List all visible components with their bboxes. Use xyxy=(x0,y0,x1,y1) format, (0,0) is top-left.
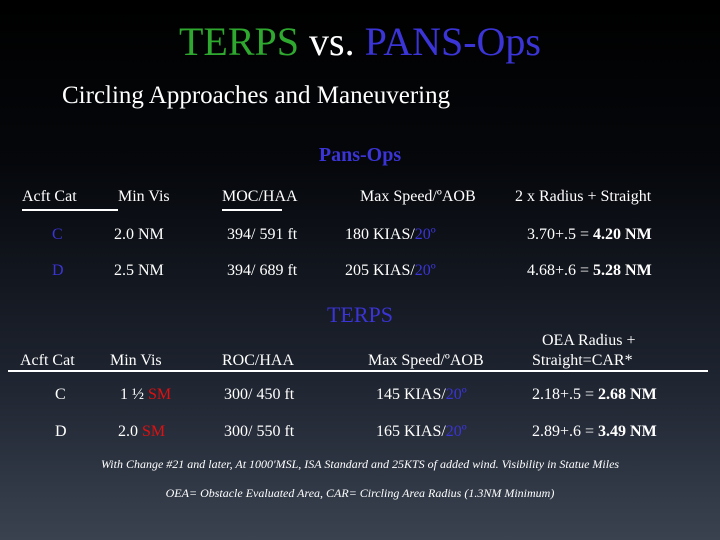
title-terps: TERPS xyxy=(179,19,300,64)
terps-header-radius-line1: OEA Radius + xyxy=(542,332,636,349)
vis-unit: SM xyxy=(148,386,172,403)
terps-header-radius-line2: Straight=CAR* xyxy=(532,352,633,369)
terps-header-underline xyxy=(8,370,708,372)
footnote-definitions: OEA= Obstacle Evaluated Area, CAR= Circl… xyxy=(165,486,555,500)
aob-value: 20º xyxy=(414,226,436,243)
aob-value: 20º xyxy=(445,423,467,440)
terps-header-cat: Acft Cat xyxy=(20,352,75,369)
pans-header-moc: MOC/HAA xyxy=(222,188,298,205)
terps-row-d-vis: 2.0 SM xyxy=(118,423,165,441)
pans-row-d-vis: 2.5 NM xyxy=(114,262,164,279)
pans-header-underline xyxy=(222,209,282,211)
speed-value: 145 KIAS/ xyxy=(376,386,446,403)
pans-row-c-vis: 2.0 NM xyxy=(114,226,164,243)
pans-row-c-moc: 394/ 591 ft xyxy=(227,226,298,243)
pans-header-radius: 2 x Radius + Straight xyxy=(515,188,652,205)
speed-value: 205 KIAS/ xyxy=(345,262,415,279)
pans-row-d-radius: 4.68+.6 = 5.28 NM xyxy=(527,262,652,280)
radius-formula: 2.18+.5 = xyxy=(532,386,599,403)
radius-formula: 4.68+.6 = xyxy=(527,262,594,279)
speed-value: 180 KIAS/ xyxy=(345,226,415,243)
pans-row-c-speed: 180 KIAS/20º xyxy=(345,226,436,244)
radius-formula: 2.89+.6 = xyxy=(532,423,599,440)
aob-value: 20º xyxy=(445,386,467,403)
terps-header-vis: Min Vis xyxy=(110,352,162,369)
pans-header-vis: Min Vis xyxy=(118,188,170,205)
terps-row-c-radius: 2.18+.5 = 2.68 NM xyxy=(532,386,657,404)
radius-total: 2.68 NM xyxy=(598,386,657,403)
radius-formula: 3.70+.5 = xyxy=(527,226,594,243)
pans-header-underline xyxy=(22,209,118,211)
terps-row-d-speed: 165 KIAS/20º xyxy=(376,423,467,441)
pans-row-d-moc: 394/ 689 ft xyxy=(227,262,298,279)
vis-unit: SM xyxy=(142,423,166,440)
pans-row-d-cat: D xyxy=(52,262,64,279)
pans-header-cat: Acft Cat xyxy=(22,188,77,205)
terps-row-c-cat: C xyxy=(55,386,66,403)
vis-value: 2.0 xyxy=(118,423,142,440)
aob-value: 20º xyxy=(414,262,436,279)
footnote-conditions: With Change #21 and later, At 1000'MSL, … xyxy=(100,457,620,471)
title-vs: vs. xyxy=(299,19,365,64)
pans-row-c-radius: 3.70+.5 = 4.20 NM xyxy=(527,226,652,244)
vis-value: 1 ½ xyxy=(120,386,148,403)
radius-total: 4.20 NM xyxy=(593,226,652,243)
slide-title: TERPS vs. PANS-Ops xyxy=(0,18,720,65)
pans-ops-heading: Pans-Ops xyxy=(318,144,402,166)
terps-heading: TERPS xyxy=(326,302,394,327)
pans-header-speed: Max Speed/ºAOB xyxy=(360,188,476,205)
terps-header-speed: Max Speed/ºAOB xyxy=(368,352,484,369)
pans-row-c-cat: C xyxy=(52,226,63,243)
radius-total: 3.49 NM xyxy=(598,423,657,440)
terps-row-c-speed: 145 KIAS/20º xyxy=(376,386,467,404)
terps-row-c-vis: 1 ½ SM xyxy=(120,386,171,404)
slide-subtitle: Circling Approaches and Maneuvering xyxy=(62,82,451,109)
terps-header-roc: ROC/HAA xyxy=(222,352,295,369)
pans-row-d-speed: 205 KIAS/20º xyxy=(345,262,436,280)
terps-row-d-radius: 2.89+.6 = 3.49 NM xyxy=(532,423,657,441)
terps-row-d-roc: 300/ 550 ft xyxy=(224,423,295,440)
terps-row-d-cat: D xyxy=(55,423,67,440)
radius-total: 5.28 NM xyxy=(593,262,652,279)
speed-value: 165 KIAS/ xyxy=(376,423,446,440)
title-pans-ops: PANS-Ops xyxy=(364,19,541,64)
terps-row-c-roc: 300/ 450 ft xyxy=(224,386,295,403)
